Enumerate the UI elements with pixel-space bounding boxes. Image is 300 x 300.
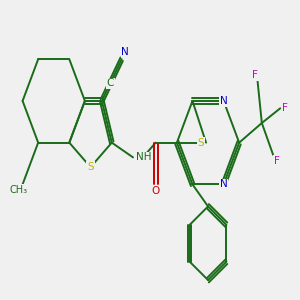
Text: S: S <box>198 138 204 148</box>
Text: C: C <box>106 78 114 88</box>
Text: N: N <box>220 96 227 106</box>
Text: CH₃: CH₃ <box>9 185 27 195</box>
Text: F: F <box>274 156 280 166</box>
Text: N: N <box>220 179 227 189</box>
Text: N: N <box>122 47 129 57</box>
Text: F: F <box>282 103 288 113</box>
Text: NH: NH <box>136 152 152 162</box>
Text: F: F <box>252 70 258 80</box>
Text: O: O <box>152 186 160 196</box>
Text: S: S <box>87 162 94 172</box>
